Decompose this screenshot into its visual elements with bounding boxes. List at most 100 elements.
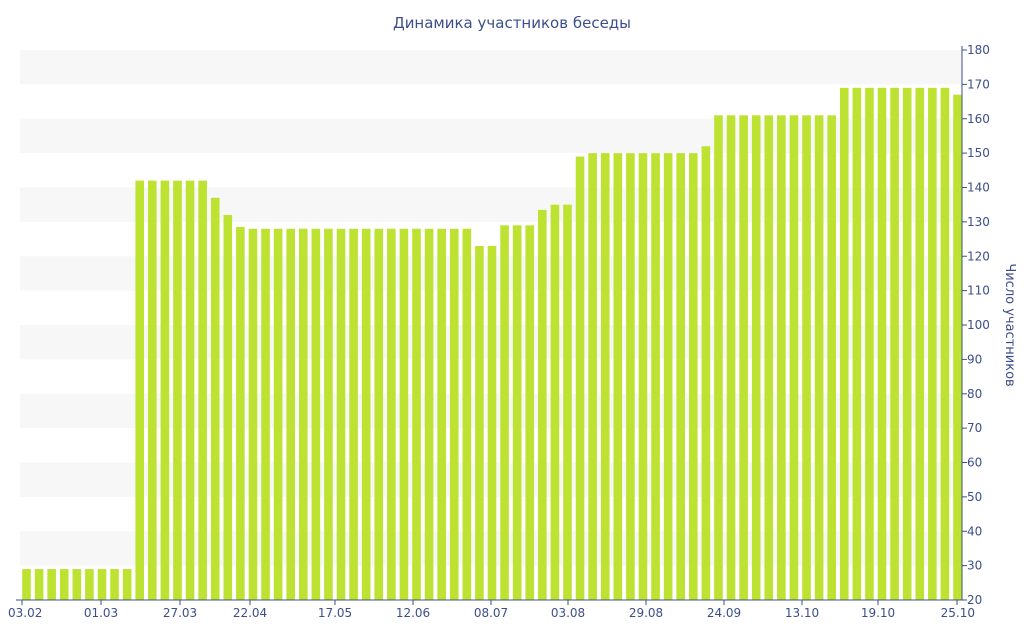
bar bbox=[424, 228, 434, 600]
bar bbox=[701, 146, 711, 600]
y-tick-label: 160 bbox=[967, 112, 990, 126]
bar bbox=[764, 115, 774, 600]
y-tick-label: 110 bbox=[967, 284, 990, 298]
bar bbox=[210, 197, 220, 600]
bar bbox=[387, 228, 396, 600]
bar bbox=[273, 228, 283, 600]
bar bbox=[198, 180, 207, 601]
y-tick-label: 60 bbox=[967, 456, 982, 470]
bar bbox=[751, 115, 761, 600]
x-tick-label: 19.10 bbox=[861, 606, 895, 620]
y-tick-label: 20 bbox=[967, 593, 982, 607]
bar bbox=[600, 153, 610, 601]
grid-band bbox=[20, 50, 962, 85]
bar bbox=[462, 228, 472, 600]
x-tick-label: 29.08 bbox=[629, 606, 663, 620]
y-tick-label: 50 bbox=[967, 490, 982, 504]
bar bbox=[85, 569, 94, 600]
x-tick-label: 01.03 bbox=[84, 606, 118, 620]
y-tick-label: 40 bbox=[967, 524, 982, 538]
bar bbox=[613, 153, 623, 601]
bar bbox=[689, 153, 698, 601]
bar bbox=[487, 245, 497, 600]
y-tick-label: 170 bbox=[967, 77, 990, 91]
bar bbox=[550, 204, 560, 600]
bar bbox=[588, 153, 597, 601]
bar bbox=[802, 115, 811, 600]
bar bbox=[22, 569, 31, 600]
bar bbox=[97, 569, 107, 600]
bar-series bbox=[22, 87, 962, 601]
bar bbox=[877, 87, 887, 600]
bar bbox=[865, 87, 874, 600]
bar bbox=[286, 228, 295, 600]
bar bbox=[135, 180, 145, 601]
bar bbox=[47, 569, 56, 600]
y-tick-label: 100 bbox=[967, 318, 990, 332]
y-axis-ticks: 20 30 40 50 60 70 80 90 100 110 120 130 140 150 160 170… bbox=[962, 43, 990, 607]
x-tick-label: 27.03 bbox=[163, 606, 197, 620]
bar bbox=[563, 204, 572, 600]
bar bbox=[512, 225, 522, 600]
bar bbox=[412, 228, 421, 600]
bar bbox=[160, 180, 170, 601]
y-tick-label: 150 bbox=[967, 146, 990, 160]
bar bbox=[852, 87, 862, 600]
y-tick-label: 80 bbox=[967, 387, 982, 401]
x-tick-label: 08.07 bbox=[474, 606, 508, 620]
bar bbox=[110, 569, 119, 600]
bar bbox=[185, 180, 195, 601]
x-tick-label: 25.10 bbox=[941, 606, 975, 620]
x-tick-label: 13.10 bbox=[785, 606, 819, 620]
y-tick-label: 120 bbox=[967, 249, 990, 263]
bar bbox=[374, 228, 384, 600]
bar bbox=[59, 569, 69, 600]
bar bbox=[236, 227, 245, 600]
bar bbox=[839, 87, 849, 600]
bar bbox=[663, 153, 673, 601]
bar bbox=[714, 115, 723, 600]
chart-title: Динамика участников беседы bbox=[393, 14, 631, 32]
bar bbox=[676, 153, 686, 601]
x-tick-label: 03.08 bbox=[551, 606, 585, 620]
y-tick-label: 130 bbox=[967, 215, 990, 229]
bar bbox=[538, 209, 547, 600]
bar bbox=[437, 228, 446, 600]
bar bbox=[827, 115, 836, 600]
bar bbox=[814, 115, 824, 600]
y-tick-label: 90 bbox=[967, 352, 982, 366]
bar bbox=[223, 215, 233, 600]
bar bbox=[34, 569, 44, 600]
bar bbox=[651, 153, 660, 601]
x-tick-label: 12.06 bbox=[396, 606, 430, 620]
bar bbox=[726, 115, 736, 600]
bar bbox=[525, 225, 535, 600]
bar bbox=[349, 228, 358, 600]
bar bbox=[500, 225, 509, 600]
bar bbox=[122, 569, 132, 600]
y-tick-label: 30 bbox=[967, 559, 982, 573]
x-tick-label: 24.09 bbox=[707, 606, 741, 620]
bar bbox=[789, 115, 799, 600]
x-tick-label: 03.02 bbox=[8, 606, 42, 620]
bar bbox=[399, 228, 409, 600]
bar bbox=[261, 228, 270, 600]
bar bbox=[915, 87, 925, 600]
x-tick-label: 17.05 bbox=[318, 606, 352, 620]
bar bbox=[311, 228, 321, 600]
bar bbox=[475, 245, 484, 600]
bar bbox=[361, 228, 371, 600]
bar bbox=[248, 228, 258, 600]
y-axis-label: Число участников bbox=[1002, 263, 1017, 386]
bar bbox=[902, 87, 912, 600]
bar bbox=[626, 153, 635, 601]
bar bbox=[890, 87, 899, 600]
x-axis-ticks: 03.02 01.03 27.03 22.04 17.05 12.06 08.07 03.08… bbox=[8, 600, 975, 620]
bar bbox=[953, 94, 962, 600]
bar bbox=[449, 228, 459, 600]
bar bbox=[940, 87, 950, 600]
bar bbox=[173, 180, 182, 601]
bar bbox=[336, 228, 346, 600]
bar bbox=[298, 228, 308, 600]
